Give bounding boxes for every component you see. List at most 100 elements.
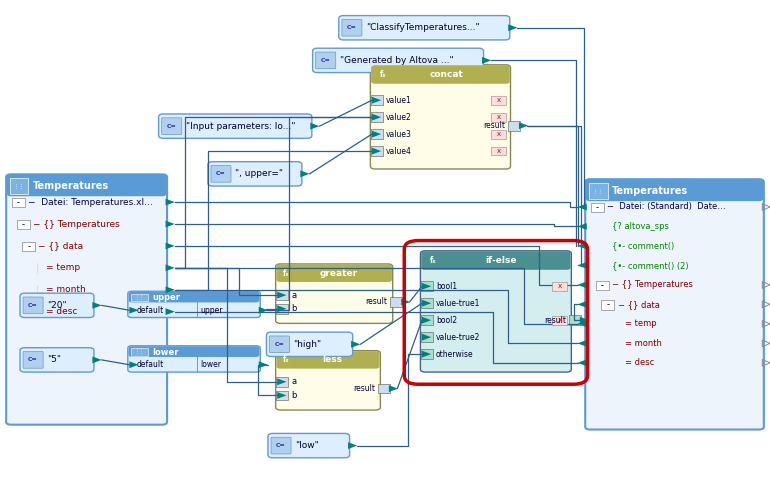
FancyBboxPatch shape: [589, 183, 608, 199]
FancyBboxPatch shape: [421, 349, 433, 359]
FancyBboxPatch shape: [421, 332, 433, 342]
FancyBboxPatch shape: [131, 348, 148, 356]
Text: value1: value1: [386, 96, 411, 105]
FancyBboxPatch shape: [342, 19, 362, 36]
Polygon shape: [92, 302, 102, 309]
Polygon shape: [578, 243, 587, 249]
Text: lower: lower: [152, 348, 179, 356]
Polygon shape: [259, 307, 268, 314]
FancyBboxPatch shape: [17, 220, 30, 229]
Text: x: x: [497, 97, 501, 103]
FancyBboxPatch shape: [23, 352, 43, 368]
Text: − {} Temperatures: − {} Temperatures: [612, 281, 693, 289]
FancyBboxPatch shape: [585, 179, 764, 430]
FancyBboxPatch shape: [371, 146, 383, 156]
FancyBboxPatch shape: [276, 264, 393, 323]
Polygon shape: [129, 307, 139, 314]
FancyBboxPatch shape: [552, 282, 567, 291]
FancyBboxPatch shape: [491, 96, 506, 105]
FancyBboxPatch shape: [7, 175, 166, 196]
Text: b: b: [291, 304, 296, 313]
FancyBboxPatch shape: [586, 180, 763, 201]
FancyBboxPatch shape: [128, 346, 260, 372]
FancyBboxPatch shape: [276, 351, 380, 410]
Text: = desc: = desc: [625, 358, 654, 367]
Text: C=: C=: [347, 25, 357, 30]
FancyBboxPatch shape: [371, 129, 383, 139]
Text: -: -: [22, 220, 25, 229]
Text: {? altova_sps: {? altova_sps: [612, 222, 669, 231]
Polygon shape: [166, 308, 175, 315]
Text: ⋮⋮: ⋮⋮: [135, 350, 144, 355]
FancyBboxPatch shape: [420, 251, 571, 372]
FancyBboxPatch shape: [276, 304, 288, 314]
FancyBboxPatch shape: [131, 294, 148, 301]
Polygon shape: [259, 361, 268, 368]
Text: Temperatures: Temperatures: [612, 186, 688, 196]
Polygon shape: [166, 243, 175, 249]
FancyBboxPatch shape: [596, 281, 609, 290]
FancyBboxPatch shape: [569, 316, 581, 325]
FancyBboxPatch shape: [421, 251, 571, 270]
Text: -: -: [596, 203, 598, 212]
Text: -: -: [17, 198, 19, 207]
Polygon shape: [401, 299, 410, 305]
Polygon shape: [277, 392, 286, 399]
Text: C=: C=: [276, 443, 286, 448]
Polygon shape: [166, 264, 175, 271]
FancyBboxPatch shape: [421, 299, 433, 308]
FancyBboxPatch shape: [591, 203, 604, 212]
Text: C=: C=: [28, 357, 38, 362]
Polygon shape: [348, 442, 357, 449]
FancyBboxPatch shape: [20, 293, 94, 318]
Polygon shape: [578, 320, 587, 327]
Text: ⋮⋮: ⋮⋮: [14, 184, 25, 188]
Text: upper: upper: [200, 306, 223, 315]
Text: less: less: [323, 356, 343, 364]
Polygon shape: [277, 305, 286, 312]
Text: {•- comment() (2): {•- comment() (2): [612, 261, 689, 270]
Polygon shape: [92, 356, 102, 363]
Polygon shape: [351, 341, 360, 348]
FancyBboxPatch shape: [371, 65, 510, 84]
FancyBboxPatch shape: [552, 316, 567, 325]
Text: value-true2: value-true2: [436, 333, 480, 342]
FancyBboxPatch shape: [276, 377, 288, 387]
Text: −  Datei: Temperatures.xl…: − Datei: Temperatures.xl…: [28, 198, 152, 206]
FancyBboxPatch shape: [601, 300, 614, 310]
Polygon shape: [578, 301, 587, 308]
Text: result: result: [353, 384, 375, 393]
Polygon shape: [578, 281, 587, 288]
Text: x: x: [557, 317, 561, 323]
Text: C=: C=: [216, 171, 226, 176]
Text: value4: value4: [386, 147, 412, 155]
FancyBboxPatch shape: [276, 290, 288, 300]
Text: lower: lower: [200, 360, 222, 369]
FancyBboxPatch shape: [266, 332, 353, 356]
Text: x: x: [557, 283, 561, 289]
FancyBboxPatch shape: [339, 16, 510, 40]
Polygon shape: [422, 283, 431, 290]
FancyBboxPatch shape: [276, 264, 392, 282]
Text: upper: upper: [152, 293, 180, 302]
FancyBboxPatch shape: [371, 95, 383, 105]
Text: "Input parameters: lo...": "Input parameters: lo...": [186, 122, 295, 131]
Text: "Generated by Altova ...": "Generated by Altova ...": [340, 56, 454, 65]
FancyBboxPatch shape: [508, 121, 520, 131]
Polygon shape: [519, 122, 528, 129]
Text: ⋮⋮: ⋮⋮: [593, 188, 604, 193]
Polygon shape: [578, 262, 587, 269]
Text: "5": "5": [47, 356, 61, 364]
Text: bool1: bool1: [436, 282, 457, 291]
Text: bool2: bool2: [436, 316, 457, 325]
FancyBboxPatch shape: [271, 437, 291, 454]
Polygon shape: [508, 24, 517, 31]
Polygon shape: [482, 57, 491, 64]
FancyBboxPatch shape: [378, 384, 390, 393]
Text: if-else: if-else: [485, 256, 516, 265]
Polygon shape: [129, 361, 139, 368]
Text: = desc: = desc: [46, 307, 78, 316]
FancyBboxPatch shape: [316, 52, 336, 69]
Polygon shape: [578, 359, 587, 366]
Polygon shape: [389, 385, 398, 392]
